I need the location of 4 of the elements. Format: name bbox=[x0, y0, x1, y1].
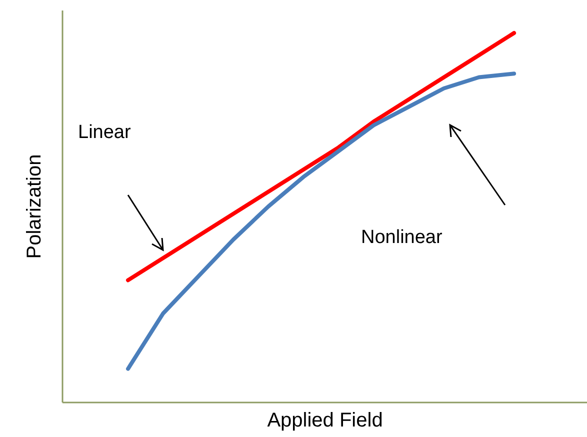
x-axis-title: Applied Field bbox=[267, 410, 383, 432]
y-axis-title: Polarization bbox=[24, 154, 46, 259]
annotation: Linear bbox=[78, 122, 132, 143]
annotation: Nonlinear bbox=[361, 227, 443, 248]
